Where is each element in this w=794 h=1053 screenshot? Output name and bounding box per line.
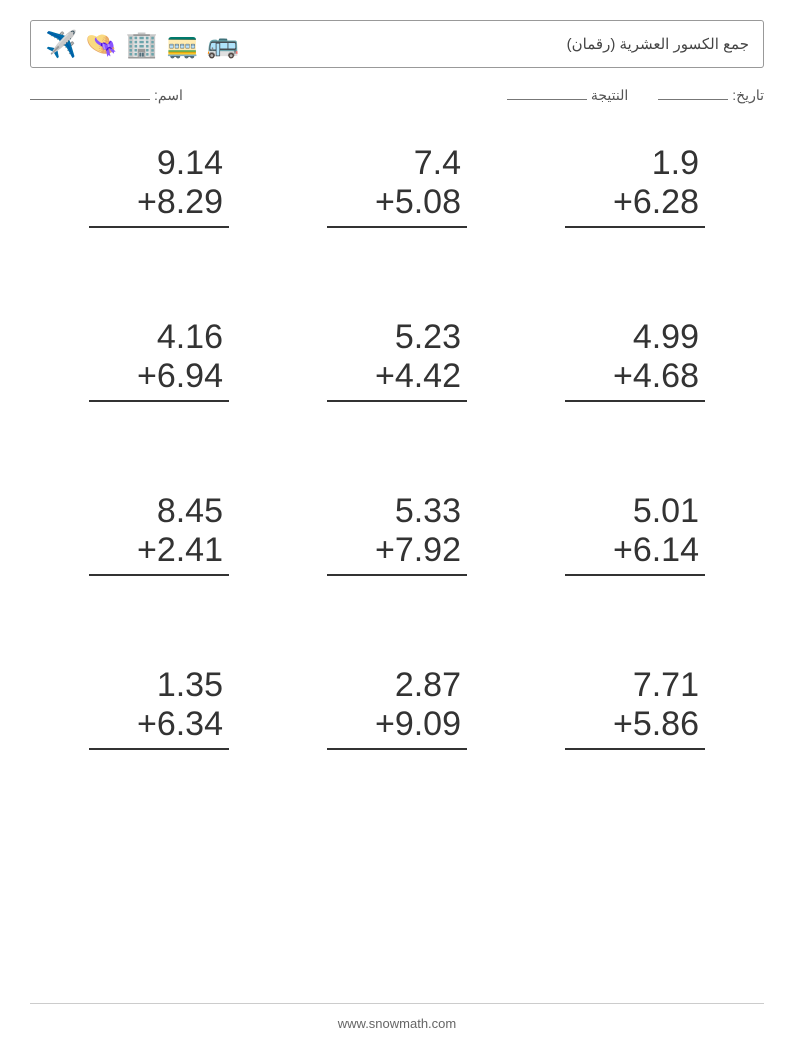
operand-b: +5.08	[327, 183, 467, 228]
name-blank[interactable]	[30, 86, 150, 100]
score-field: النتيجة	[507, 86, 628, 104]
operand-a: 7.71	[565, 666, 705, 705]
date-blank[interactable]	[658, 86, 728, 100]
name-label: اسم:	[154, 87, 183, 104]
operand-b: +4.68	[565, 357, 705, 402]
operand-a: 5.01	[565, 492, 705, 531]
problem: 5.23+4.42	[327, 318, 467, 402]
meta-right: تاريخ: النتيجة	[507, 86, 764, 104]
problem: 1.9+6.28	[565, 144, 705, 228]
problem: 5.01+6.14	[565, 492, 705, 576]
operand-a: 8.45	[89, 492, 229, 531]
date-field: تاريخ:	[658, 86, 764, 104]
problem: 4.16+6.94	[89, 318, 229, 402]
score-blank[interactable]	[507, 86, 587, 100]
hat-icon: 👒	[85, 31, 117, 57]
operand-b: +7.92	[327, 531, 467, 576]
bus-icon: 🚌	[207, 31, 239, 57]
operand-a: 4.16	[89, 318, 229, 357]
score-label: النتيجة	[591, 87, 628, 104]
building-icon: 🏢	[126, 31, 158, 57]
operand-a: 5.33	[327, 492, 467, 531]
name-field: اسم:	[30, 86, 183, 104]
operand-a: 9.14	[89, 144, 229, 183]
footer-url: www.snowmath.com	[338, 1016, 456, 1031]
worksheet-header: ✈️ 👒 🏢 🚃 🚌 جمع الكسور العشرية (رقمان)	[30, 20, 764, 68]
meta-row: تاريخ: النتيجة اسم:	[30, 86, 764, 104]
problem: 7.71+5.86	[565, 666, 705, 750]
worksheet-title: جمع الكسور العشرية (رقمان)	[567, 35, 749, 53]
header-icons: ✈️ 👒 🏢 🚃 🚌	[45, 31, 239, 57]
problem: 9.14+8.29	[89, 144, 229, 228]
operand-b: +6.94	[89, 357, 229, 402]
problem: 2.87+9.09	[327, 666, 467, 750]
problem: 1.35+6.34	[89, 666, 229, 750]
operand-a: 5.23	[327, 318, 467, 357]
plane-icon: ✈️	[45, 31, 77, 57]
problem: 7.4+5.08	[327, 144, 467, 228]
operand-a: 2.87	[327, 666, 467, 705]
operand-a: 1.9	[565, 144, 705, 183]
train-icon: 🚃	[166, 31, 198, 57]
operand-b: +5.86	[565, 705, 705, 750]
meta-left: اسم:	[30, 86, 183, 104]
operand-b: +4.42	[327, 357, 467, 402]
operand-b: +6.34	[89, 705, 229, 750]
operand-b: +8.29	[89, 183, 229, 228]
operand-a: 4.99	[565, 318, 705, 357]
operand-b: +9.09	[327, 705, 467, 750]
footer: www.snowmath.com	[0, 1003, 794, 1031]
operand-a: 1.35	[89, 666, 229, 705]
operand-b: +2.41	[89, 531, 229, 576]
date-label: تاريخ:	[732, 87, 764, 104]
problems-grid: 9.14+8.29 7.4+5.08 1.9+6.28 4.16+6.94 5.…	[30, 144, 764, 750]
problem: 8.45+2.41	[89, 492, 229, 576]
problem: 5.33+7.92	[327, 492, 467, 576]
operand-a: 7.4	[327, 144, 467, 183]
operand-b: +6.28	[565, 183, 705, 228]
operand-b: +6.14	[565, 531, 705, 576]
problem: 4.99+4.68	[565, 318, 705, 402]
